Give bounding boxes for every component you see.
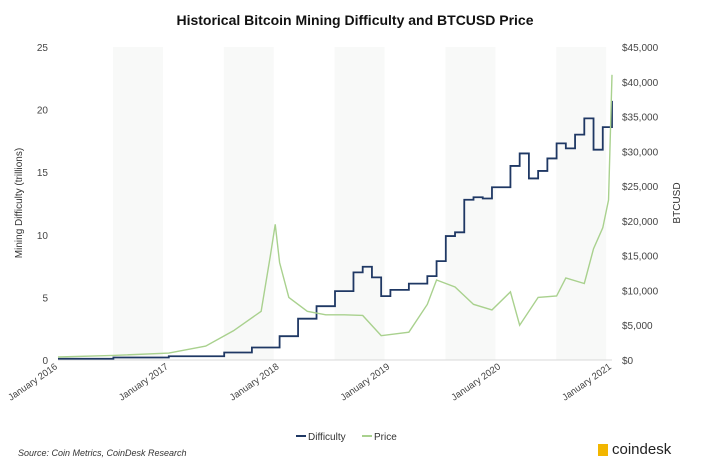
background-band xyxy=(223,47,274,360)
y-tick-label: 20 xyxy=(37,106,49,117)
y2-tick-label: $45,000 xyxy=(622,43,659,54)
y2-tick-label: $10,000 xyxy=(622,286,659,297)
chart-title: Historical Bitcoin Mining Difficulty and… xyxy=(176,12,534,28)
logo-text: coindesk xyxy=(612,441,672,458)
y2-tick-label: $15,000 xyxy=(622,252,659,263)
background-band xyxy=(556,47,607,360)
background-band xyxy=(334,47,385,360)
y2-tick-label: $35,000 xyxy=(622,113,659,124)
y2-axis-label: BTCUSD xyxy=(672,182,683,223)
x-tick-label: January 2017 xyxy=(117,361,170,403)
logo-icon xyxy=(598,443,608,456)
legend-label: Difficulty xyxy=(308,432,346,443)
x-tick-label: January 2021 xyxy=(560,361,613,403)
source-note: Source: Coin Metrics, CoinDesk Research xyxy=(18,448,187,458)
x-tick-label: January 2018 xyxy=(228,361,281,403)
y2-tick-label: $20,000 xyxy=(622,217,659,228)
y2-tick-label: $25,000 xyxy=(622,182,659,193)
y-tick-label: 10 xyxy=(37,231,49,242)
x-tick-label: January 2020 xyxy=(449,361,502,403)
y2-tick-label: $0 xyxy=(622,356,634,367)
legend-label: Price xyxy=(374,432,397,443)
y-axis-label: Mining Difficulty (trillions) xyxy=(14,148,25,258)
y-tick-label: 5 xyxy=(42,293,48,304)
series-line-difficulty xyxy=(58,100,613,360)
y-tick-label: 15 xyxy=(37,168,49,179)
y2-tick-label: $40,000 xyxy=(622,78,659,89)
x-tick-label: January 2019 xyxy=(339,361,392,403)
y2-tick-label: $30,000 xyxy=(622,147,659,158)
background-band xyxy=(445,47,496,360)
y2-tick-label: $5,000 xyxy=(622,321,653,332)
y-tick-label: 25 xyxy=(37,43,49,54)
coindesk-logo: coindesk xyxy=(598,441,671,458)
x-tick-label: January 2016 xyxy=(6,361,59,403)
y-tick-label: 0 xyxy=(42,356,48,367)
background-band xyxy=(113,47,163,360)
